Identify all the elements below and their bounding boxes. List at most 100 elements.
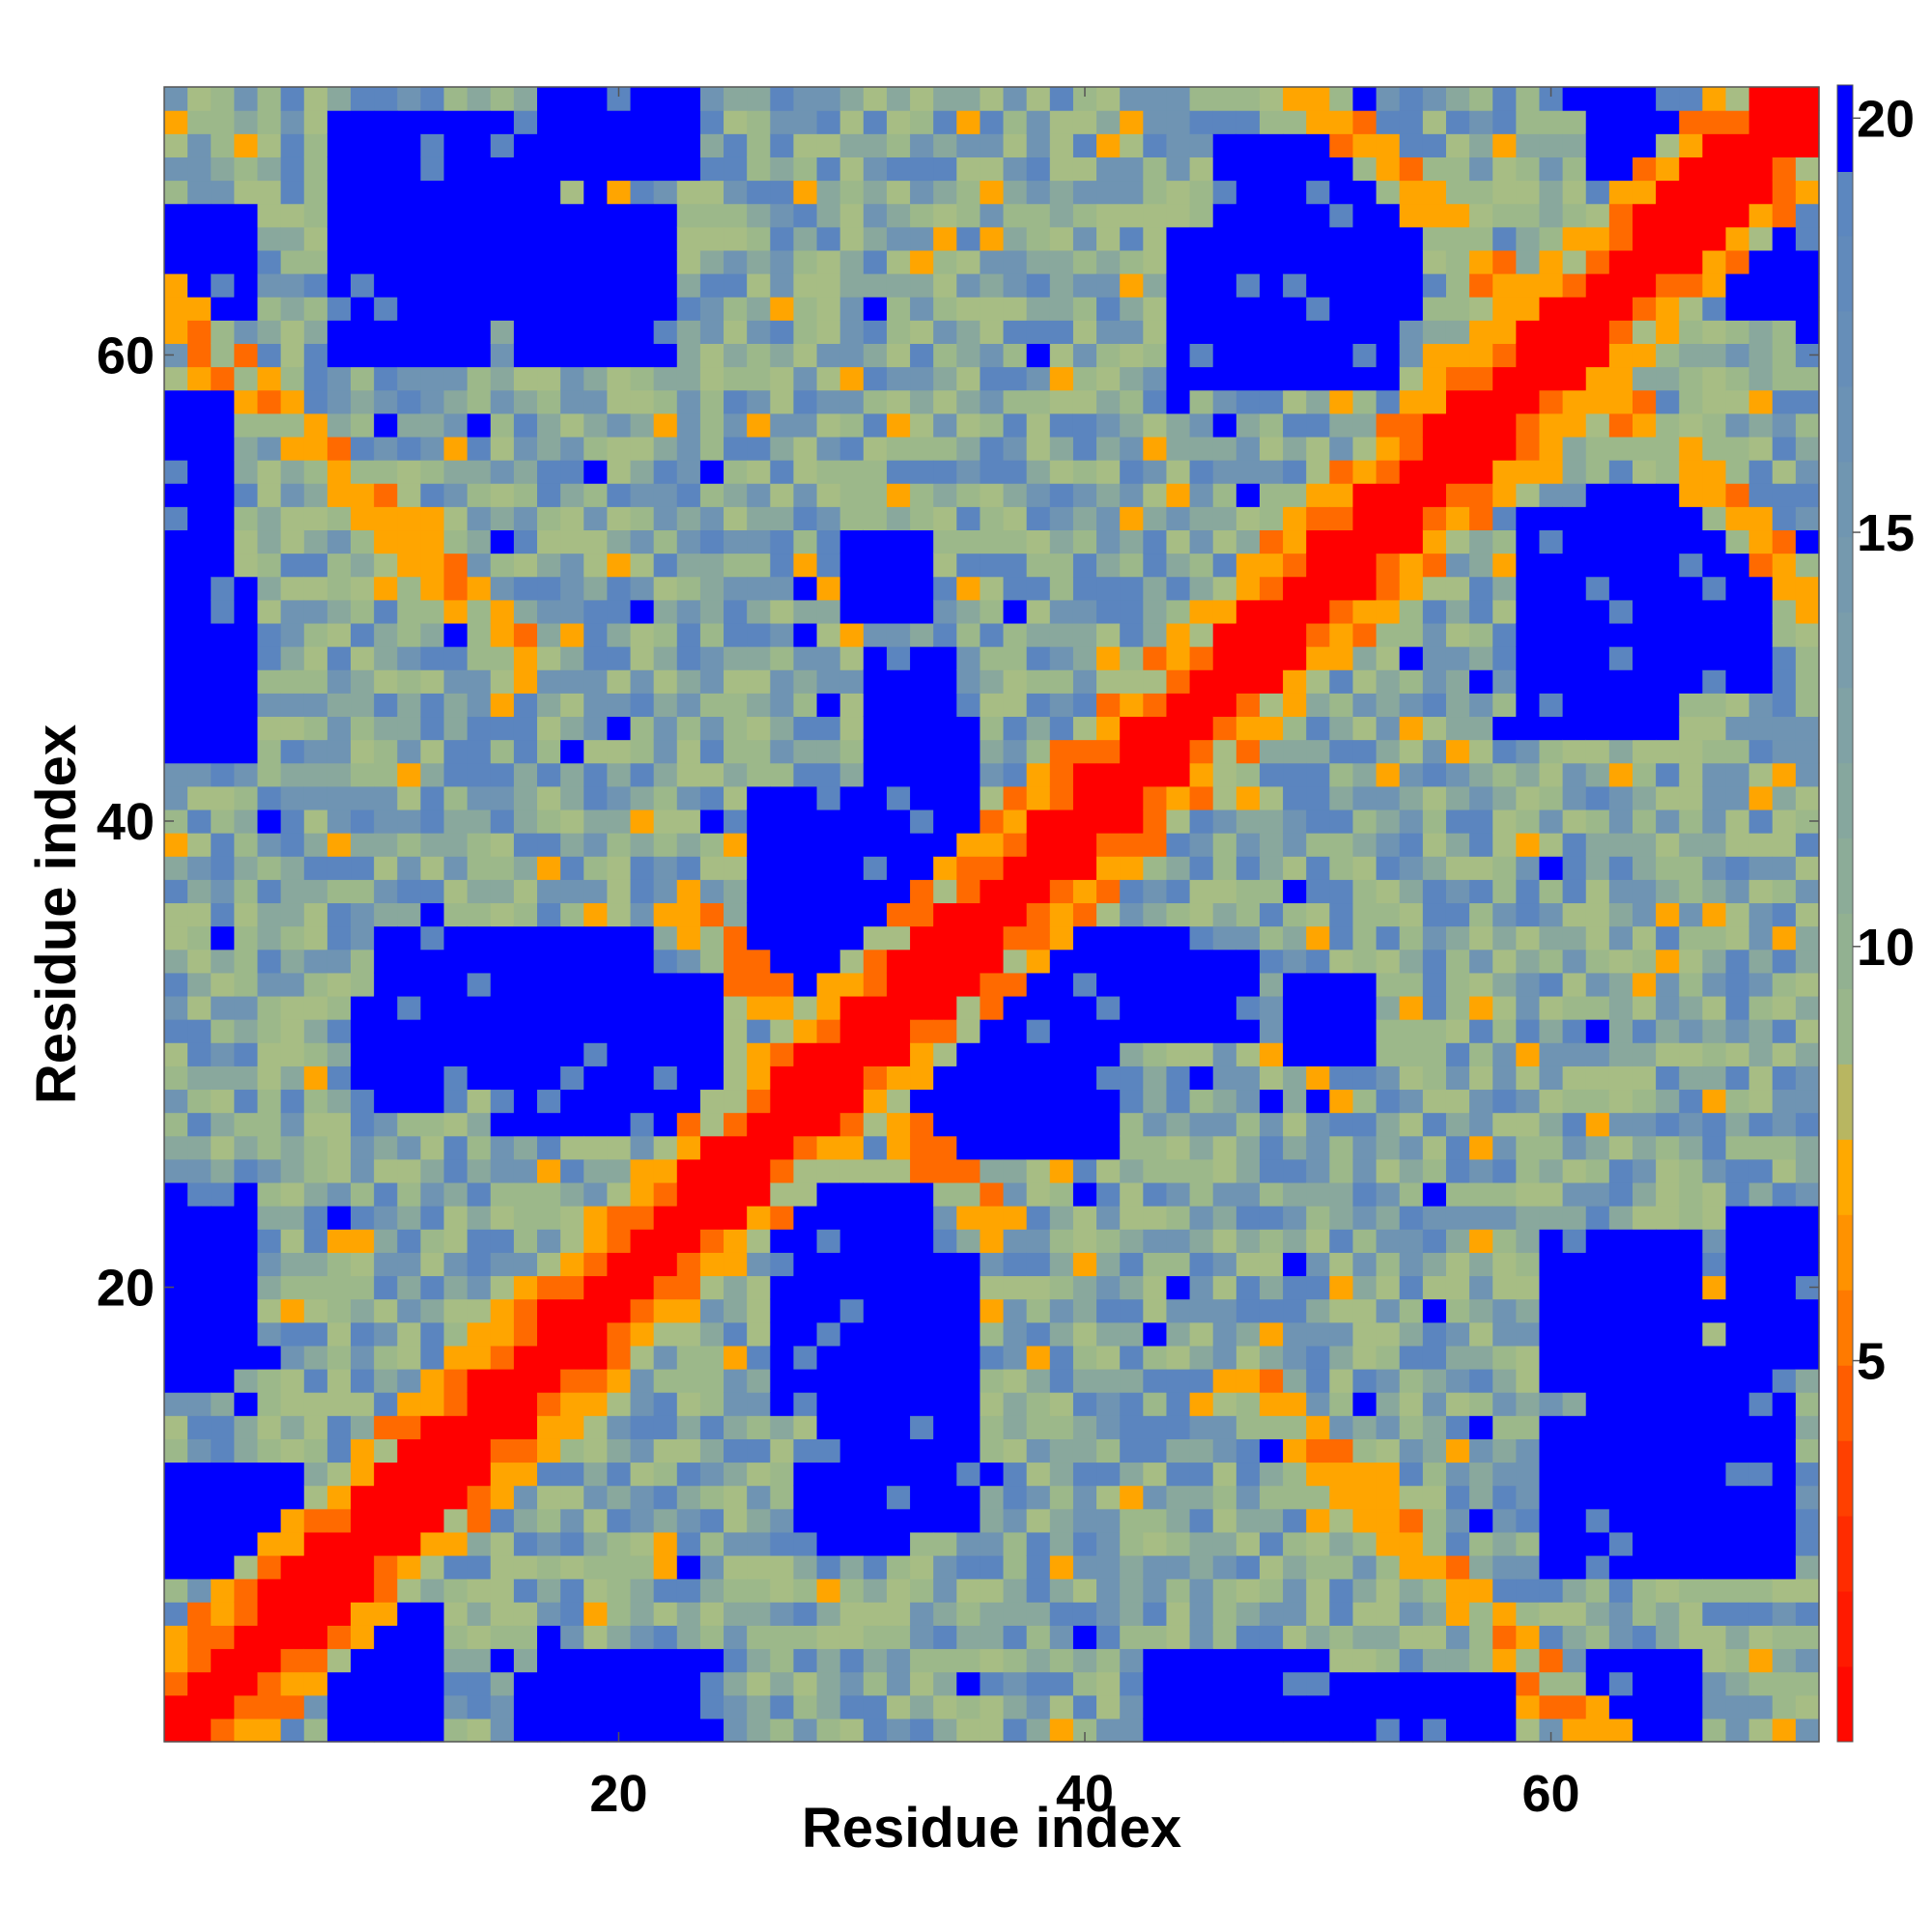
heatmap-cell <box>1212 1694 1237 1719</box>
heatmap-cell <box>1306 1135 1330 1160</box>
heatmap-cell <box>676 925 701 951</box>
heatmap-cell <box>257 1065 282 1091</box>
heatmap-cell <box>933 436 957 461</box>
heatmap-cell <box>886 1298 911 1323</box>
heatmap-cell <box>374 576 398 601</box>
heatmap-cell <box>1212 389 1237 414</box>
heatmap-cell <box>280 856 305 880</box>
heatmap-cell <box>980 972 1005 997</box>
heatmap-cell <box>1445 1019 1470 1043</box>
heatmap-cell <box>1656 389 1680 414</box>
heatmap-cell <box>257 856 282 880</box>
heatmap-cell <box>886 646 911 670</box>
heatmap-cell <box>1445 156 1470 182</box>
heatmap-cell <box>420 1508 445 1533</box>
heatmap-cell <box>327 669 352 694</box>
heatmap-cell <box>397 1602 421 1626</box>
heatmap-cell <box>1120 622 1144 647</box>
heatmap-cell <box>1469 1158 1493 1183</box>
heatmap-cell <box>374 1508 398 1533</box>
heatmap-cell <box>910 879 934 904</box>
heatmap-cell <box>1539 693 1564 718</box>
heatmap-cell <box>1026 1042 1051 1066</box>
heatmap-cell <box>980 1508 1005 1533</box>
heatmap-cell <box>1072 529 1097 554</box>
heatmap-cell <box>1422 320 1447 344</box>
heatmap-cell <box>1049 1368 1074 1393</box>
heatmap-cell <box>420 226 445 251</box>
heatmap-cell <box>1725 156 1750 182</box>
heatmap-cell <box>164 1158 188 1183</box>
heatmap-cell <box>1049 599 1074 624</box>
heatmap-cell <box>1143 1415 1168 1439</box>
heatmap-cell <box>933 483 957 507</box>
heatmap-cell <box>1072 1112 1097 1137</box>
heatmap-cell <box>607 226 632 251</box>
heatmap-cell <box>886 226 911 251</box>
heatmap-cell <box>1049 1602 1074 1626</box>
heatmap-cell <box>1445 1531 1470 1556</box>
heatmap-cell <box>1283 622 1307 647</box>
heatmap-cell <box>513 902 538 927</box>
heatmap-cell <box>1143 1275 1168 1300</box>
heatmap-cell <box>816 436 841 461</box>
heatmap-cell <box>164 693 188 718</box>
heatmap-cell <box>1608 1065 1634 1091</box>
heatmap-cell <box>816 856 841 880</box>
heatmap-cell <box>1608 1485 1634 1510</box>
heatmap-cell <box>1096 693 1121 718</box>
heatmap-cell <box>910 1392 934 1416</box>
heatmap-cell <box>1049 87 1074 111</box>
heatmap-cell <box>653 460 678 484</box>
heatmap-cell <box>443 1089 469 1114</box>
heatmap-cell <box>1492 483 1517 507</box>
heatmap-cell <box>1212 249 1237 274</box>
heatmap-cell <box>1562 320 1587 344</box>
heatmap-cell <box>1120 87 1144 111</box>
heatmap-cell <box>187 646 212 670</box>
heatmap-cell <box>1585 1206 1610 1230</box>
heatmap-cell <box>583 1602 609 1626</box>
heatmap-cell <box>583 716 609 741</box>
heatmap-cell <box>1120 809 1144 834</box>
heatmap-cell <box>839 1206 865 1230</box>
heatmap-cell <box>747 809 771 834</box>
heatmap-cell <box>1679 1252 1703 1277</box>
heatmap-cell <box>1049 156 1074 182</box>
heatmap-cell <box>374 925 398 951</box>
heatmap-cell <box>537 156 561 182</box>
heatmap-cell <box>397 366 421 391</box>
heatmap-cell <box>1725 949 1750 974</box>
heatmap-cell <box>1049 949 1074 974</box>
heatmap-cell <box>1306 133 1330 157</box>
heatmap-cell <box>374 553 398 578</box>
heatmap-cell <box>420 1602 445 1626</box>
heatmap-cell <box>676 1368 701 1393</box>
heatmap-cell <box>443 833 469 857</box>
heatmap-cell <box>513 366 538 391</box>
heatmap-cell <box>211 856 235 880</box>
heatmap-cell <box>724 1392 748 1416</box>
heatmap-cell <box>1120 226 1144 251</box>
heatmap-cell <box>560 576 584 601</box>
heatmap-cell <box>490 1158 515 1183</box>
heatmap-cell <box>583 460 609 484</box>
heatmap-cell <box>747 1671 771 1696</box>
heatmap-cell <box>724 1158 748 1183</box>
heatmap-cell <box>1306 1181 1330 1207</box>
heatmap-cell <box>1399 949 1424 974</box>
heatmap-cell <box>1422 856 1447 880</box>
heatmap-cell <box>1656 460 1680 484</box>
heatmap-cell <box>1725 1485 1750 1510</box>
heatmap-cell <box>490 133 515 157</box>
heatmap-cell <box>1352 1648 1378 1673</box>
heatmap-cell <box>327 1181 352 1207</box>
heatmap-cell <box>1096 110 1121 134</box>
heatmap-cell <box>886 1485 911 1510</box>
heatmap-cell <box>630 1321 655 1347</box>
heatmap-cell <box>1166 576 1191 601</box>
heatmap-cell <box>1399 879 1424 904</box>
heatmap-cell <box>1026 1694 1051 1719</box>
heatmap-cell <box>374 529 398 554</box>
heatmap-cell <box>1120 856 1144 880</box>
